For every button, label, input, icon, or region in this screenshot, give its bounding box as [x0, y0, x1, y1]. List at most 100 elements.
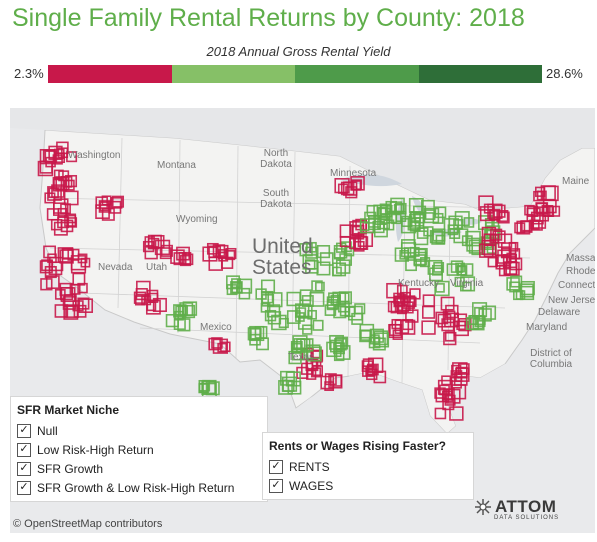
county-marker: [339, 292, 350, 303]
county-marker: [394, 319, 410, 334]
county-marker: [312, 319, 324, 331]
county-marker: [302, 324, 313, 335]
county-marker: [144, 246, 158, 260]
niche-option[interactable]: ✓ Null: [17, 421, 261, 440]
county-marker: [434, 407, 447, 420]
niche-option-label: SFR Growth & Low Risk-High Return: [37, 480, 235, 495]
county-marker: [519, 220, 533, 233]
state-label: Mexico: [200, 322, 232, 333]
county-marker: [394, 247, 410, 262]
county-marker: [446, 263, 460, 276]
county-marker: [57, 207, 68, 218]
county-marker: [401, 295, 416, 309]
niche-option[interactable]: ✓ SFR Growth: [17, 459, 261, 478]
county-marker: [146, 289, 159, 302]
checkbox-icon[interactable]: ✓: [17, 480, 31, 495]
county-marker: [342, 181, 358, 196]
county-marker: [366, 204, 379, 217]
county-marker: [133, 291, 147, 304]
checkbox-icon[interactable]: ✓: [17, 461, 31, 476]
state-label: Utah: [146, 262, 168, 273]
checkbox-icon[interactable]: ✓: [17, 442, 31, 457]
county-marker: [173, 317, 186, 330]
county-marker: [44, 265, 57, 279]
county-marker: [215, 244, 229, 259]
county-marker: [335, 345, 351, 360]
county-marker: [288, 350, 302, 365]
rents-option[interactable]: ✓ WAGES: [269, 476, 467, 495]
county-marker: [147, 237, 160, 250]
county-marker: [328, 292, 339, 303]
county-marker: [479, 206, 495, 222]
color-legend-segment: [171, 65, 295, 83]
county-marker: [98, 200, 112, 213]
county-marker: [64, 214, 77, 227]
brand-tagline: DATA SOLUTIONS: [494, 515, 560, 521]
county-marker: [455, 262, 465, 273]
brand-name: ATTOM: [495, 497, 557, 516]
county-marker: [271, 314, 287, 331]
county-marker: [333, 305, 347, 319]
rents-filter-title: Rents or Wages Rising Faster?: [269, 439, 446, 453]
county-marker: [182, 301, 198, 316]
color-legend-bar: [48, 65, 542, 83]
county-marker: [63, 190, 79, 206]
county-marker: [66, 151, 78, 163]
county-marker: [393, 292, 405, 305]
county-marker: [202, 379, 217, 395]
county-marker: [389, 201, 403, 214]
county-marker: [54, 304, 69, 318]
county-marker: [316, 245, 331, 259]
county-marker: [62, 296, 77, 310]
county-marker: [212, 338, 229, 354]
color-legend-segment: [48, 65, 172, 83]
county-marker: [311, 356, 322, 367]
county-marker: [433, 261, 445, 273]
county-marker: [54, 148, 65, 160]
checkbox-icon[interactable]: ✓: [269, 459, 283, 474]
county-marker: [449, 406, 464, 421]
county-marker: [64, 174, 78, 188]
county-marker: [440, 296, 455, 311]
county-marker: [78, 298, 94, 313]
county-marker: [291, 342, 303, 354]
checkbox-icon[interactable]: ✓: [17, 423, 31, 438]
county-marker: [296, 307, 307, 318]
state-label: Kentucky: [398, 278, 440, 289]
county-marker: [481, 240, 497, 255]
county-marker: [63, 304, 79, 320]
county-marker: [237, 278, 253, 294]
county-marker: [396, 284, 408, 296]
county-marker: [205, 381, 220, 396]
niche-filter-title: SFR Market Niche: [17, 403, 120, 417]
niche-option[interactable]: ✓ Low Risk-High Return: [17, 440, 261, 459]
county-marker: [95, 204, 110, 220]
county-marker: [333, 248, 346, 260]
county-marker: [364, 211, 377, 224]
county-marker: [48, 187, 59, 199]
county-marker: [59, 286, 74, 301]
county-marker: [247, 327, 261, 341]
county-marker: [339, 253, 353, 266]
state-label: South Dakota: [260, 188, 292, 210]
state-label: District of Columbia: [529, 348, 573, 370]
county-marker: [267, 292, 283, 308]
state-label: Washington: [68, 150, 121, 161]
county-marker: [208, 337, 221, 351]
county-marker: [73, 304, 87, 318]
checkbox-icon[interactable]: ✓: [269, 478, 283, 493]
county-marker: [496, 209, 509, 223]
county-marker: [421, 320, 436, 335]
county-marker: [267, 311, 282, 325]
county-marker: [506, 277, 520, 291]
rents-option[interactable]: ✓ RENTS: [269, 457, 467, 476]
county-marker: [520, 280, 535, 296]
niche-option[interactable]: ✓ SFR Growth & Low Risk-High Return: [17, 478, 261, 497]
us-map[interactable]: Washington Montana North Dakota Minnesot…: [10, 108, 595, 533]
county-marker: [444, 312, 460, 328]
county-marker: [543, 185, 559, 202]
county-marker: [311, 280, 323, 292]
county-marker: [380, 213, 391, 224]
county-marker: [291, 347, 305, 361]
county-marker: [453, 371, 468, 386]
